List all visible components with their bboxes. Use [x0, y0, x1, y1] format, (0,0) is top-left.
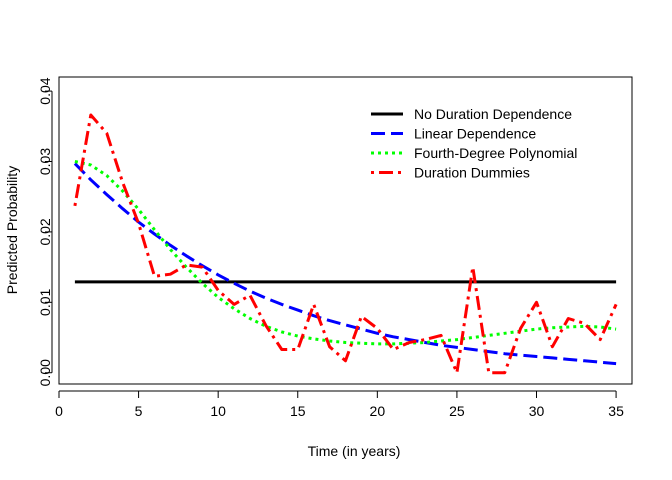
y-tick-label: 0.00	[37, 359, 53, 386]
y-tick-label: 0.02	[37, 218, 53, 245]
series-layer	[73, 113, 618, 375]
x-axis: 0 5 10 15 20 25 30 35	[55, 390, 624, 419]
x-tick-label: 15	[290, 403, 306, 419]
x-axis-title: Time (in years)	[308, 443, 401, 459]
series-line-1	[73, 162, 617, 366]
legend: No Duration Dependence Linear Dependence F…	[371, 106, 577, 181]
y-axis: 0.00 0.01 0.02 0.03 0.04	[37, 77, 53, 386]
legend-label-3: Duration Dummies	[414, 165, 530, 181]
series-line-3	[73, 113, 618, 375]
series-line-2	[74, 160, 617, 346]
x-tick-label: 0	[55, 403, 63, 419]
y-tick-label: 0.03	[37, 148, 53, 175]
y-tick-label: 0.01	[37, 288, 53, 315]
x-tick-label: 35	[608, 403, 624, 419]
legend-label-1: Linear Dependence	[414, 126, 536, 142]
y-tick-label: 0.04	[37, 77, 53, 104]
x-tick-label: 25	[449, 403, 465, 419]
legend-label-2: Fourth-Degree Polynomial	[414, 145, 577, 161]
plot-frame	[58, 76, 633, 385]
y-axis-title: Predicted Probability	[4, 166, 20, 294]
legend-label-0: No Duration Dependence	[414, 106, 572, 122]
x-tick-label: 10	[210, 403, 226, 419]
x-tick-label: 30	[529, 403, 545, 419]
x-tick-label: 5	[135, 403, 143, 419]
x-tick-label: 20	[370, 403, 386, 419]
